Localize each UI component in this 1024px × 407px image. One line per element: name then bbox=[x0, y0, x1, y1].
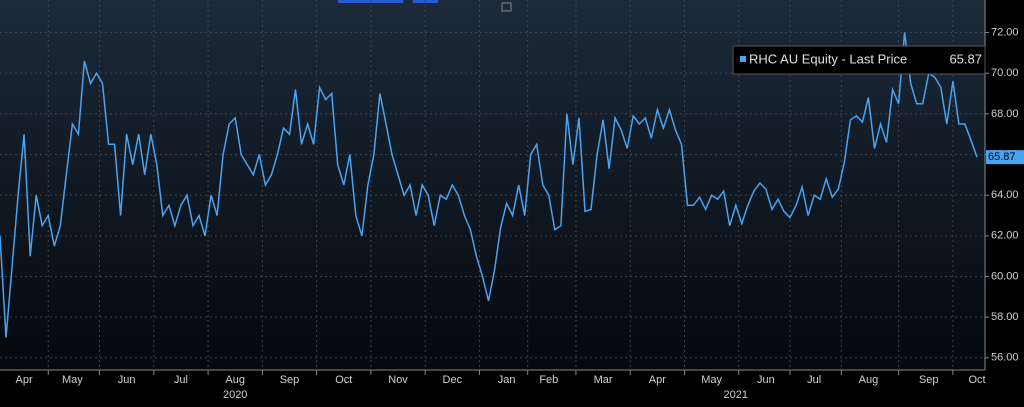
y-tick-label: 70.00 bbox=[991, 67, 1019, 79]
price-line bbox=[0, 32, 978, 338]
x-tick-label: Aug bbox=[225, 374, 245, 386]
legend: RHC AU Equity - Last Price 65.87 bbox=[732, 45, 986, 75]
year-label: 2020 bbox=[223, 389, 247, 401]
x-tick-label: Nov bbox=[388, 374, 408, 386]
x-tick-label: Dec bbox=[443, 374, 463, 386]
last-price-tag bbox=[986, 150, 1024, 165]
x-tick-label: Apr bbox=[16, 374, 33, 386]
y-tick-label: 60.00 bbox=[991, 270, 1019, 282]
x-tick-label: Jun bbox=[757, 374, 775, 386]
y-tick-label: 72.00 bbox=[991, 26, 1019, 38]
y-tick-label: 58.00 bbox=[991, 311, 1019, 323]
x-tick-label: May bbox=[701, 374, 722, 386]
y-tick-label: 62.00 bbox=[991, 230, 1019, 242]
legend-value: 65.87 bbox=[949, 51, 982, 66]
x-tick-label: Jul bbox=[807, 374, 821, 386]
x-tick-label: Jun bbox=[118, 374, 136, 386]
legend-label: RHC AU Equity - Last Price bbox=[749, 51, 907, 66]
year-label: 2021 bbox=[724, 389, 748, 401]
last-price-label: 65.87 bbox=[988, 151, 1016, 163]
x-tick-label: May bbox=[62, 374, 83, 386]
legend-swatch bbox=[740, 56, 746, 62]
x-tick-label: Sep bbox=[919, 374, 939, 386]
menu-icon[interactable] bbox=[501, 2, 512, 12]
y-tick-label: 64.00 bbox=[991, 189, 1019, 201]
y-tick-label: 56.00 bbox=[991, 352, 1019, 364]
x-tick-label: Feb bbox=[539, 374, 558, 386]
x-tick-label: Oct bbox=[968, 374, 985, 386]
axis-area bbox=[0, 370, 985, 402]
x-tick-label: Apr bbox=[649, 374, 666, 386]
y-tick-label: 68.00 bbox=[991, 108, 1019, 120]
x-tick-label: Aug bbox=[859, 374, 879, 386]
x-tick-label: Jul bbox=[174, 374, 188, 386]
x-tick-label: Oct bbox=[335, 374, 352, 386]
axis-area bbox=[985, 0, 1024, 402]
x-tick-label: Jan bbox=[498, 374, 516, 386]
x-tick-label: Sep bbox=[280, 374, 300, 386]
x-tick-label: Mar bbox=[594, 374, 613, 386]
legend-box bbox=[732, 45, 986, 75]
